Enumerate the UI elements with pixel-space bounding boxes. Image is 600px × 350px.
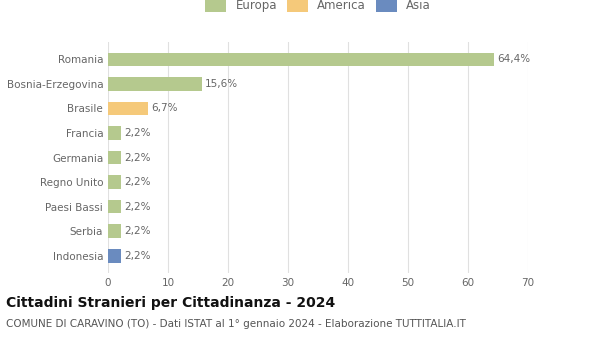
Bar	[108, 151, 121, 164]
Bar	[108, 175, 121, 189]
Bar	[108, 102, 148, 115]
Text: 2,2%: 2,2%	[124, 128, 151, 138]
Text: 2,2%: 2,2%	[124, 177, 151, 187]
Text: COMUNE DI CARAVINO (TO) - Dati ISTAT al 1° gennaio 2024 - Elaborazione TUTTITALI: COMUNE DI CARAVINO (TO) - Dati ISTAT al …	[6, 319, 466, 329]
Bar	[108, 200, 121, 214]
Bar	[108, 52, 494, 66]
Text: Cittadini Stranieri per Cittadinanza - 2024: Cittadini Stranieri per Cittadinanza - 2…	[6, 296, 335, 310]
Text: 6,7%: 6,7%	[151, 103, 178, 113]
Bar	[108, 224, 121, 238]
Bar	[108, 126, 121, 140]
Bar	[108, 77, 202, 91]
Text: 2,2%: 2,2%	[124, 226, 151, 236]
Text: 2,2%: 2,2%	[124, 153, 151, 162]
Text: 2,2%: 2,2%	[124, 202, 151, 212]
Bar	[108, 249, 121, 262]
Text: 64,4%: 64,4%	[497, 54, 530, 64]
Legend: Europa, America, Asia: Europa, America, Asia	[203, 0, 433, 15]
Text: 2,2%: 2,2%	[124, 251, 151, 261]
Text: 15,6%: 15,6%	[205, 79, 238, 89]
